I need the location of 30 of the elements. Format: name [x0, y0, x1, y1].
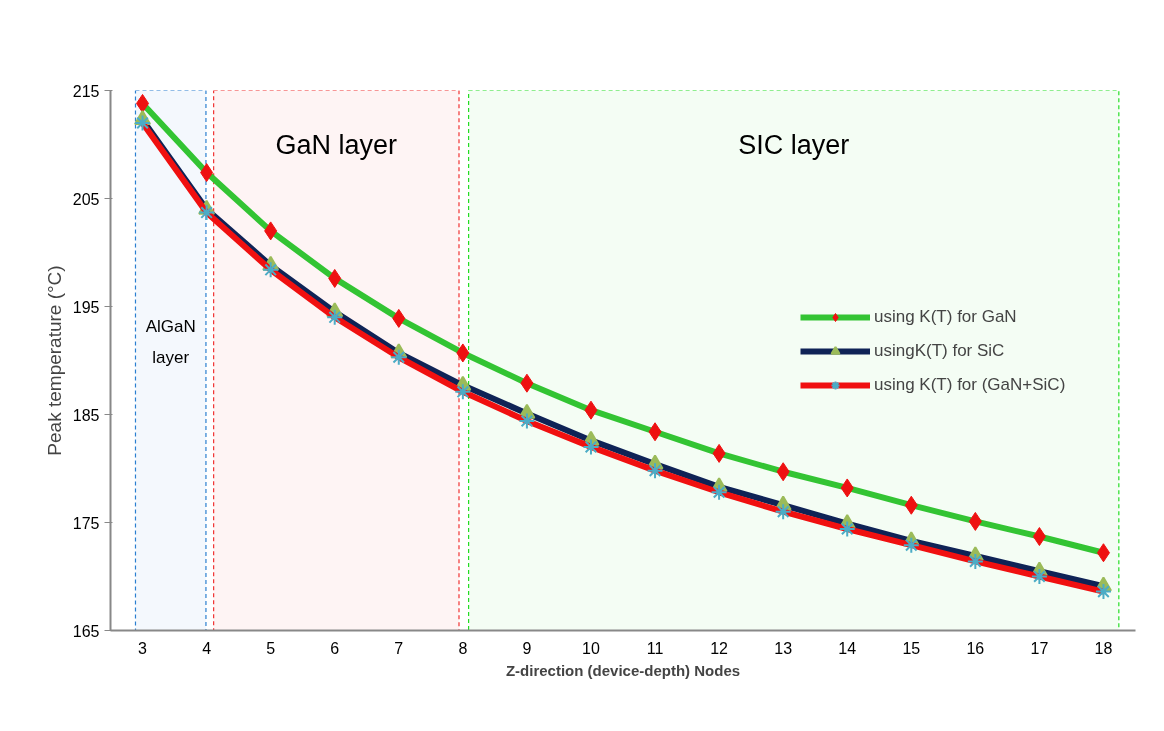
x-tick-label: 8 — [458, 639, 468, 657]
legend-label: using K(T) for (GaN+SiC) — [874, 375, 1066, 395]
x-tick-label: 17 — [1030, 639, 1049, 657]
y-tick-label: 185 — [72, 406, 100, 424]
x-tick-label: 11 — [646, 639, 664, 657]
x-tick-label: 15 — [902, 639, 921, 657]
x-tick-label: 3 — [138, 639, 148, 657]
y-tick-label: 195 — [72, 298, 100, 316]
x-tick-label: 10 — [582, 639, 600, 657]
x-tick-label: 14 — [838, 639, 857, 657]
x-tick-label: 7 — [394, 639, 404, 657]
y-tick-label: 215 — [72, 82, 100, 100]
y-tick-label: 205 — [72, 190, 100, 208]
x-tick-label: 16 — [966, 639, 985, 657]
legend-label: usingK(T) for SiC — [874, 341, 1005, 361]
x-axis-title: Z-direction (device-depth) Nodes — [505, 661, 741, 679]
x-tick-label: 9 — [522, 639, 532, 657]
x-tick-label: 5 — [266, 639, 276, 657]
y-axis-title: Peak temperature (°C) — [43, 265, 65, 456]
band-label: GaN layer — [275, 129, 398, 160]
band-label: SIC layer — [738, 129, 850, 160]
x-tick-label: 13 — [774, 639, 793, 657]
y-tick-label: 175 — [72, 514, 100, 532]
x-tick-label: 4 — [202, 639, 212, 657]
band-label: AlGaN layer — [145, 317, 196, 367]
x-tick-label: 18 — [1094, 639, 1113, 657]
x-tick-label: 12 — [710, 639, 729, 657]
x-tick-label: 6 — [330, 639, 340, 657]
y-tick-label: 165 — [72, 622, 100, 640]
legend-label: using K(T) for GaN — [874, 307, 1017, 327]
